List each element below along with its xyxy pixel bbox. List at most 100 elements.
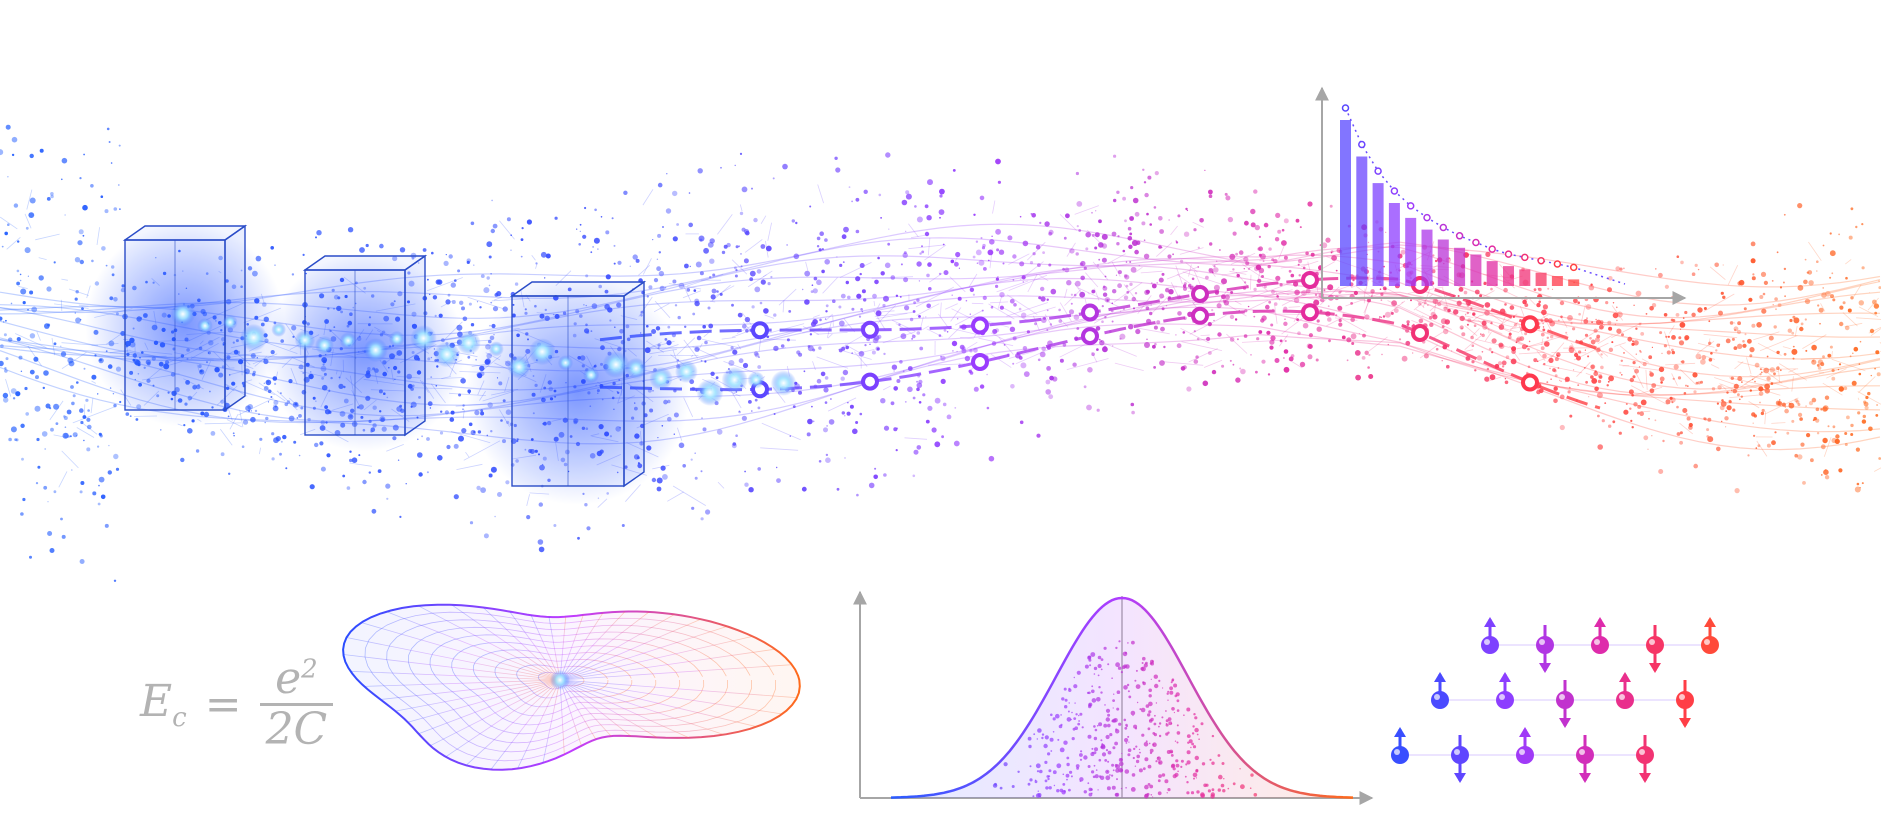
particle-dot bbox=[1221, 364, 1225, 368]
bell-scatter-dot bbox=[1034, 780, 1038, 784]
network-link bbox=[1714, 377, 1746, 389]
bell-scatter-dot bbox=[1091, 770, 1095, 774]
network-link bbox=[966, 341, 978, 350]
bell-scatter-dot bbox=[1044, 735, 1049, 740]
particle-dot bbox=[1153, 325, 1158, 330]
bell-scatter-dot bbox=[1153, 674, 1159, 679]
particle-dot bbox=[1470, 335, 1474, 340]
particle-dot bbox=[1335, 314, 1338, 317]
network-link bbox=[1844, 322, 1863, 328]
spin-site bbox=[1496, 672, 1514, 709]
bell-scatter-dot bbox=[1125, 723, 1128, 727]
particle-dot bbox=[1802, 481, 1806, 485]
particle-dot bbox=[1243, 268, 1246, 270]
particle-dot bbox=[1186, 386, 1192, 392]
trajectory-node bbox=[1081, 303, 1099, 322]
bell-scatter-dot bbox=[1158, 725, 1160, 728]
bell-scatter-dot bbox=[1217, 788, 1222, 792]
particle-dot bbox=[1533, 358, 1538, 363]
particle-dot bbox=[1191, 277, 1195, 281]
bell-scatter-dot bbox=[1027, 736, 1032, 741]
particle-dot bbox=[965, 299, 968, 302]
particle-dot bbox=[233, 435, 235, 437]
particle-dot bbox=[738, 245, 740, 248]
particle-dot bbox=[1560, 380, 1562, 382]
network-link bbox=[27, 345, 42, 367]
bell-scatter-dot bbox=[1075, 764, 1080, 768]
network-link bbox=[1464, 333, 1485, 351]
bell-scatter-dot bbox=[1079, 712, 1083, 716]
particle-dot bbox=[1654, 419, 1657, 422]
bell-scatter-dot bbox=[1150, 678, 1152, 680]
particle-dot bbox=[510, 249, 512, 251]
particle-dot bbox=[1172, 253, 1174, 256]
particle-dot bbox=[776, 466, 778, 469]
particle-dot bbox=[1258, 253, 1262, 257]
particle-dot bbox=[921, 245, 923, 248]
particle-dot bbox=[1182, 365, 1187, 370]
bell-scatter-dot bbox=[1176, 741, 1179, 744]
particle-dot bbox=[1556, 354, 1559, 357]
bell-scatter-dot bbox=[1150, 794, 1153, 796]
particle-dot bbox=[44, 448, 47, 450]
particle-dot bbox=[849, 404, 854, 409]
network-link bbox=[717, 481, 725, 489]
network-link bbox=[531, 254, 536, 261]
particle-dot bbox=[579, 223, 582, 226]
decay-point bbox=[1455, 232, 1464, 240]
bell-scatter-dot bbox=[1127, 690, 1130, 693]
particle-dot bbox=[1803, 279, 1808, 285]
particle-dot bbox=[700, 517, 704, 521]
particle-dot bbox=[70, 385, 74, 389]
particle-dot bbox=[86, 417, 91, 422]
bell-scatter-dot bbox=[1109, 733, 1113, 737]
particle-dot bbox=[690, 458, 693, 461]
particle-dot bbox=[1676, 405, 1679, 409]
particle-dot bbox=[939, 216, 941, 219]
particle-dot bbox=[1829, 345, 1833, 349]
particle-dot bbox=[385, 483, 391, 489]
particle-dot bbox=[351, 457, 358, 464]
particle-dot bbox=[1612, 420, 1616, 424]
mesh-spoke bbox=[445, 679, 561, 758]
network-link bbox=[1170, 282, 1179, 296]
particle-dot bbox=[911, 334, 916, 339]
particle-dot bbox=[479, 306, 482, 309]
bell-scatter-dot bbox=[1175, 759, 1179, 763]
mesh-spoke bbox=[559, 664, 792, 681]
particle-dot bbox=[716, 429, 723, 435]
particle-dot bbox=[1255, 370, 1258, 374]
particle-dot bbox=[860, 308, 863, 311]
network-link bbox=[998, 336, 1014, 355]
particle-dot bbox=[839, 263, 843, 267]
network-link bbox=[1486, 376, 1502, 383]
particle-dot bbox=[707, 306, 711, 310]
particle-dot bbox=[316, 230, 322, 236]
particle-dot bbox=[69, 435, 72, 438]
particle-dot bbox=[751, 187, 753, 190]
particle-dot bbox=[996, 248, 1000, 252]
particle-dot bbox=[1034, 322, 1038, 326]
bell-scatter-dot bbox=[1100, 658, 1104, 661]
network-link bbox=[873, 310, 886, 331]
particle-dot bbox=[1578, 350, 1582, 354]
particle-dot bbox=[823, 387, 829, 393]
particle-dot bbox=[1183, 231, 1190, 237]
particle-dot bbox=[959, 344, 965, 350]
particle-dot bbox=[1611, 341, 1614, 344]
particle-dot bbox=[986, 406, 990, 410]
bell-scatter-dot bbox=[1173, 683, 1178, 688]
particle-dot bbox=[1481, 320, 1487, 326]
particle-dot bbox=[1667, 335, 1670, 338]
particle-dot bbox=[846, 411, 851, 416]
particle-dot bbox=[925, 316, 927, 318]
particle-dot bbox=[824, 259, 830, 265]
particle-dot bbox=[1658, 366, 1665, 373]
particle-dot bbox=[1129, 232, 1133, 236]
particle-dot bbox=[824, 238, 828, 242]
particle-dot bbox=[100, 494, 106, 500]
particle-dot bbox=[749, 270, 756, 277]
particle-dot bbox=[1193, 228, 1197, 232]
glow-particle bbox=[747, 371, 765, 389]
particle-dot bbox=[660, 465, 666, 471]
